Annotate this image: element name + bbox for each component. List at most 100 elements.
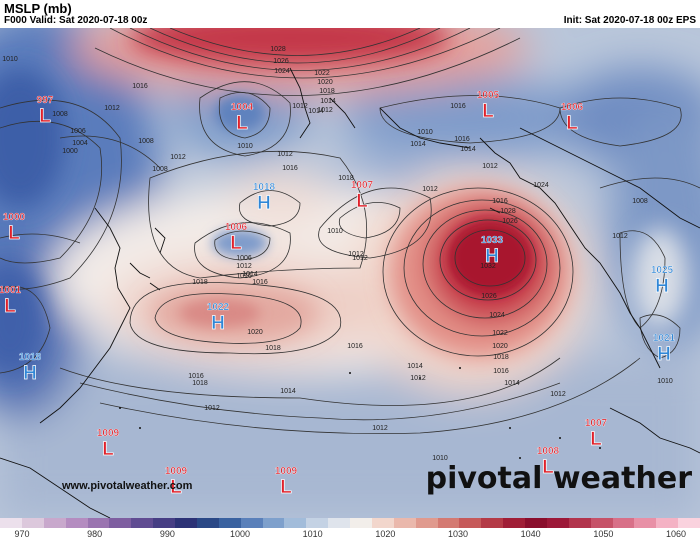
isobar-label: 1026	[502, 218, 518, 225]
colorbar-swatch	[43, 518, 67, 528]
isobar-label: 1016	[347, 343, 363, 350]
low-pressure-symbol: L	[102, 439, 114, 460]
high-pressure-symbol: H	[211, 313, 225, 334]
isobar-label: 1028	[270, 46, 286, 53]
high-pressure-symbol: H	[23, 363, 37, 384]
isobar-label: 1010	[2, 56, 18, 63]
colorbar-tick-label: 1050	[593, 529, 614, 539]
colorbar-swatch	[415, 518, 438, 528]
isobar-label: 1010	[432, 455, 448, 462]
low-pressure-symbol: L	[356, 191, 368, 212]
low-pressure-value: 1008	[537, 446, 560, 457]
colorbar-swatch	[131, 518, 154, 528]
colorbar-tick-label: 1030	[447, 529, 469, 539]
colorbar-swatch	[218, 518, 242, 528]
colorbar-swatch	[393, 518, 417, 528]
isobar-label: 1012	[612, 233, 628, 240]
map-header: MSLP (mb) F000 Valid: Sat 2020-07-18 00z…	[0, 0, 700, 28]
isobar-label: 1024	[533, 182, 549, 189]
isobar-label: 1012	[348, 251, 364, 258]
isobar-label: 1012	[372, 425, 388, 432]
colorbar-swatch	[0, 518, 23, 528]
isobar-label: 1022	[314, 70, 330, 77]
isobar-label: 1006	[236, 255, 252, 262]
colorbar-swatch	[371, 518, 395, 528]
high-pressure-value: 1018	[19, 352, 42, 363]
high-pressure-value: 1018	[253, 182, 276, 193]
high-pressure-value: 1025	[651, 265, 674, 276]
valid-time: F000 Valid: Sat 2020-07-18 00z	[4, 15, 148, 26]
isobar-label: 1012	[104, 105, 120, 112]
isobar-label: 1018	[319, 88, 335, 95]
colorbar-swatch	[87, 518, 110, 528]
isobar-label: 1012	[277, 151, 293, 158]
colorbar-swatch	[634, 518, 657, 528]
isobar-label: 1012	[422, 186, 438, 193]
low-pressure-value: 1001	[0, 285, 22, 296]
colorbar-swatch	[656, 518, 679, 528]
isobar-label: 1016	[252, 279, 268, 286]
low-pressure-symbol: L	[542, 457, 554, 478]
low-pressure-symbol: L	[280, 477, 292, 498]
colorbar-tick-label: 970	[14, 529, 30, 539]
isobar-label: 1024	[489, 312, 505, 319]
isobar-label: 1006	[70, 128, 86, 135]
isobar-label: 1020	[247, 329, 263, 336]
isobar-label: 1008	[152, 166, 168, 173]
low-pressure-value: 1009	[97, 428, 120, 439]
low-pressure-symbol: L	[39, 106, 51, 127]
isobar-label: 1018	[265, 345, 281, 352]
mslp-map: 1010 1008 1012 1016 1028 1026 1024 1022 1020 1018…	[0, 28, 700, 518]
isobar-label: 1016	[132, 83, 148, 90]
low-pressure-value: 1004	[231, 102, 254, 113]
isobar-label: 1012	[410, 375, 426, 382]
isobar-label: 1008	[52, 111, 68, 118]
high-pressure-symbol: H	[655, 276, 669, 297]
low-pressure-value: 1000	[3, 212, 26, 223]
isobar-label: 1014	[460, 146, 476, 153]
isobar-label: 1016	[450, 103, 466, 110]
isobar-label: 1010	[237, 143, 253, 150]
isobar-label: 1018	[338, 175, 354, 182]
pivotal-weather-wordmark: pivotal weather	[425, 461, 692, 496]
init-time: Init: Sat 2020-07-18 00z EPS	[563, 15, 696, 26]
isobar-label: 1010	[417, 129, 433, 136]
colorbar-swatch	[437, 518, 460, 528]
colorbar-swatch	[678, 518, 700, 528]
low-pressure-value: 1007	[351, 180, 374, 191]
colorbar-swatch	[306, 518, 329, 528]
low-pressure-value: 1007	[585, 418, 608, 429]
isobar-label: 1000	[62, 148, 78, 155]
colorbar-swatch	[546, 518, 570, 528]
colorbar-swatch	[612, 518, 635, 528]
colorbar-swatch	[240, 518, 263, 528]
low-pressure-value: 1009	[275, 466, 298, 477]
colorbar-swatch	[503, 518, 526, 528]
pressure-colorbar: 970 980 990 1000 1010 1020 1030 1040 1050 1060	[0, 518, 700, 541]
isobar-label: 1016	[282, 165, 298, 172]
isobar-label: 1012	[482, 163, 498, 170]
colorbar-swatch	[65, 518, 88, 528]
low-pressure-value: 1006	[225, 222, 248, 233]
isobar-label: 1028	[500, 208, 516, 215]
colorbar-swatch	[109, 518, 132, 528]
low-pressure-symbol: L	[482, 101, 494, 122]
high-pressure-symbol: H	[257, 193, 271, 214]
isobar-label: 1014	[280, 388, 296, 395]
isobar-label: 1012	[317, 107, 333, 114]
map-title: MSLP (mb)	[4, 1, 72, 16]
colorbar-swatch	[262, 518, 285, 528]
isobar-label: 1026	[481, 293, 497, 300]
low-pressure-symbol: L	[230, 233, 242, 254]
low-pressure-symbol: L	[590, 429, 602, 450]
high-pressure-symbol: H	[485, 246, 499, 267]
colorbar-swatch	[175, 518, 198, 528]
isobar-label: 1014	[410, 141, 426, 148]
isobar-label: 1012	[170, 154, 186, 161]
colorbar-swatch	[459, 518, 482, 528]
high-pressure-value: 1021	[653, 333, 676, 344]
isobar-label: 1022	[492, 330, 508, 337]
colorbar-swatch	[328, 518, 351, 528]
isobar-label: 1016	[493, 368, 509, 375]
colorbar-tick-label: 980	[87, 529, 103, 539]
